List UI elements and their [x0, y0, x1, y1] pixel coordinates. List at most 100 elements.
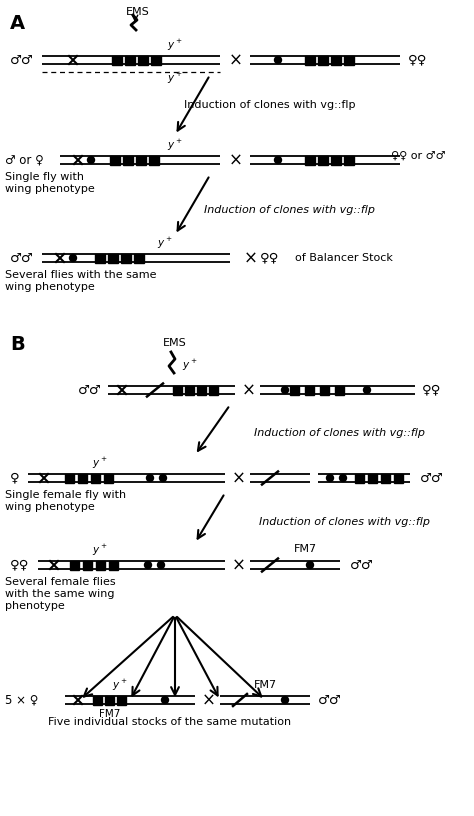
Text: Single fly with: Single fly with: [5, 172, 84, 182]
Text: ♂♂: ♂♂: [350, 558, 374, 571]
Circle shape: [274, 157, 282, 163]
Text: $y^+$: $y^+$: [157, 236, 173, 251]
Text: $y^+$: $y^+$: [182, 357, 198, 373]
Text: B: B: [10, 335, 25, 354]
Text: A: A: [10, 14, 25, 33]
Text: Single female fly with: Single female fly with: [5, 490, 126, 500]
Text: $\times$: $\times$: [228, 151, 242, 169]
Bar: [138, 55, 148, 64]
Text: Several female flies: Several female flies: [5, 577, 116, 587]
Text: ♀♀ or ♂♂: ♀♀ or ♂♂: [391, 151, 445, 161]
Text: ♂♂: ♂♂: [420, 472, 444, 485]
Bar: [149, 156, 159, 165]
Bar: [344, 156, 354, 165]
Bar: [110, 156, 120, 165]
Text: $\times$: $\times$: [201, 691, 215, 709]
Bar: [331, 55, 341, 64]
Bar: [356, 473, 365, 482]
Bar: [79, 473, 88, 482]
Text: ♀♀: ♀♀: [408, 54, 428, 66]
Bar: [173, 385, 182, 394]
Text: ♀: ♀: [10, 472, 20, 485]
Circle shape: [282, 387, 289, 393]
Circle shape: [282, 697, 289, 703]
Bar: [109, 561, 118, 570]
Bar: [118, 695, 127, 704]
Circle shape: [70, 255, 76, 261]
Text: ♀♀: ♀♀: [422, 384, 442, 397]
Text: ♂ or ♀: ♂ or ♀: [5, 153, 44, 166]
Bar: [318, 55, 328, 64]
Text: Induction of clones with vg::flp: Induction of clones with vg::flp: [204, 205, 375, 215]
Bar: [320, 385, 329, 394]
Bar: [394, 473, 403, 482]
Circle shape: [364, 387, 371, 393]
Text: phenotype: phenotype: [5, 601, 65, 611]
Text: FM7: FM7: [293, 544, 317, 554]
Bar: [336, 385, 345, 394]
Text: Several flies with the same: Several flies with the same: [5, 270, 156, 280]
Text: $y^+$: $y^+$: [92, 455, 108, 471]
Bar: [368, 473, 377, 482]
Bar: [331, 156, 341, 165]
Text: $y^+$: $y^+$: [167, 137, 183, 153]
Bar: [106, 695, 115, 704]
Circle shape: [146, 474, 154, 481]
Text: $\times$: $\times$: [231, 556, 245, 574]
Text: Five individual stocks of the same mutation: Five individual stocks of the same mutat…: [48, 717, 292, 727]
Circle shape: [339, 474, 346, 481]
Text: $y^+$: $y^+$: [112, 677, 128, 693]
Bar: [65, 473, 74, 482]
Bar: [185, 385, 194, 394]
Circle shape: [162, 697, 168, 703]
Circle shape: [145, 561, 152, 569]
Bar: [83, 561, 92, 570]
Circle shape: [157, 561, 164, 569]
Bar: [151, 55, 161, 64]
Circle shape: [88, 157, 94, 163]
Text: EMS: EMS: [163, 338, 187, 348]
Bar: [93, 695, 102, 704]
Bar: [97, 561, 106, 570]
Bar: [71, 561, 80, 570]
Bar: [305, 55, 315, 64]
Bar: [306, 385, 315, 394]
Bar: [318, 156, 328, 165]
Text: $y^+$: $y^+$: [167, 70, 183, 86]
Text: Induction of clones with vg::flp: Induction of clones with vg::flp: [255, 428, 426, 438]
Bar: [134, 254, 144, 263]
Text: ♂♂: ♂♂: [318, 694, 342, 707]
Text: ♂♂: ♂♂: [78, 384, 102, 397]
Bar: [305, 156, 315, 165]
Text: ♂♂: ♂♂: [10, 251, 34, 264]
Bar: [198, 385, 207, 394]
Text: 5 × ♀: 5 × ♀: [5, 694, 38, 707]
Bar: [210, 385, 219, 394]
Text: $y^+$: $y^+$: [167, 38, 183, 52]
Circle shape: [307, 561, 313, 569]
Bar: [382, 473, 391, 482]
Circle shape: [274, 56, 282, 64]
Bar: [136, 156, 146, 165]
Text: ♀♀: ♀♀: [10, 558, 30, 571]
Bar: [121, 254, 131, 263]
Text: wing phenotype: wing phenotype: [5, 282, 95, 292]
Bar: [291, 385, 300, 394]
Text: $\times$: $\times$: [228, 51, 242, 69]
Bar: [104, 473, 113, 482]
Bar: [95, 254, 105, 263]
Circle shape: [159, 474, 166, 481]
Text: EMS: EMS: [126, 7, 150, 17]
Circle shape: [327, 474, 334, 481]
Bar: [125, 55, 135, 64]
Text: $\times$: $\times$: [231, 469, 245, 487]
Text: Induction of clones with vg::flp: Induction of clones with vg::flp: [259, 517, 430, 527]
Bar: [91, 473, 100, 482]
Text: ♀♀: ♀♀: [260, 251, 280, 264]
Text: with the same wing: with the same wing: [5, 589, 115, 599]
Text: wing phenotype: wing phenotype: [5, 184, 95, 194]
Bar: [344, 55, 354, 64]
Text: $\times$: $\times$: [241, 381, 255, 399]
Text: of Balancer Stock: of Balancer Stock: [295, 253, 393, 263]
Text: FM7: FM7: [100, 709, 121, 719]
